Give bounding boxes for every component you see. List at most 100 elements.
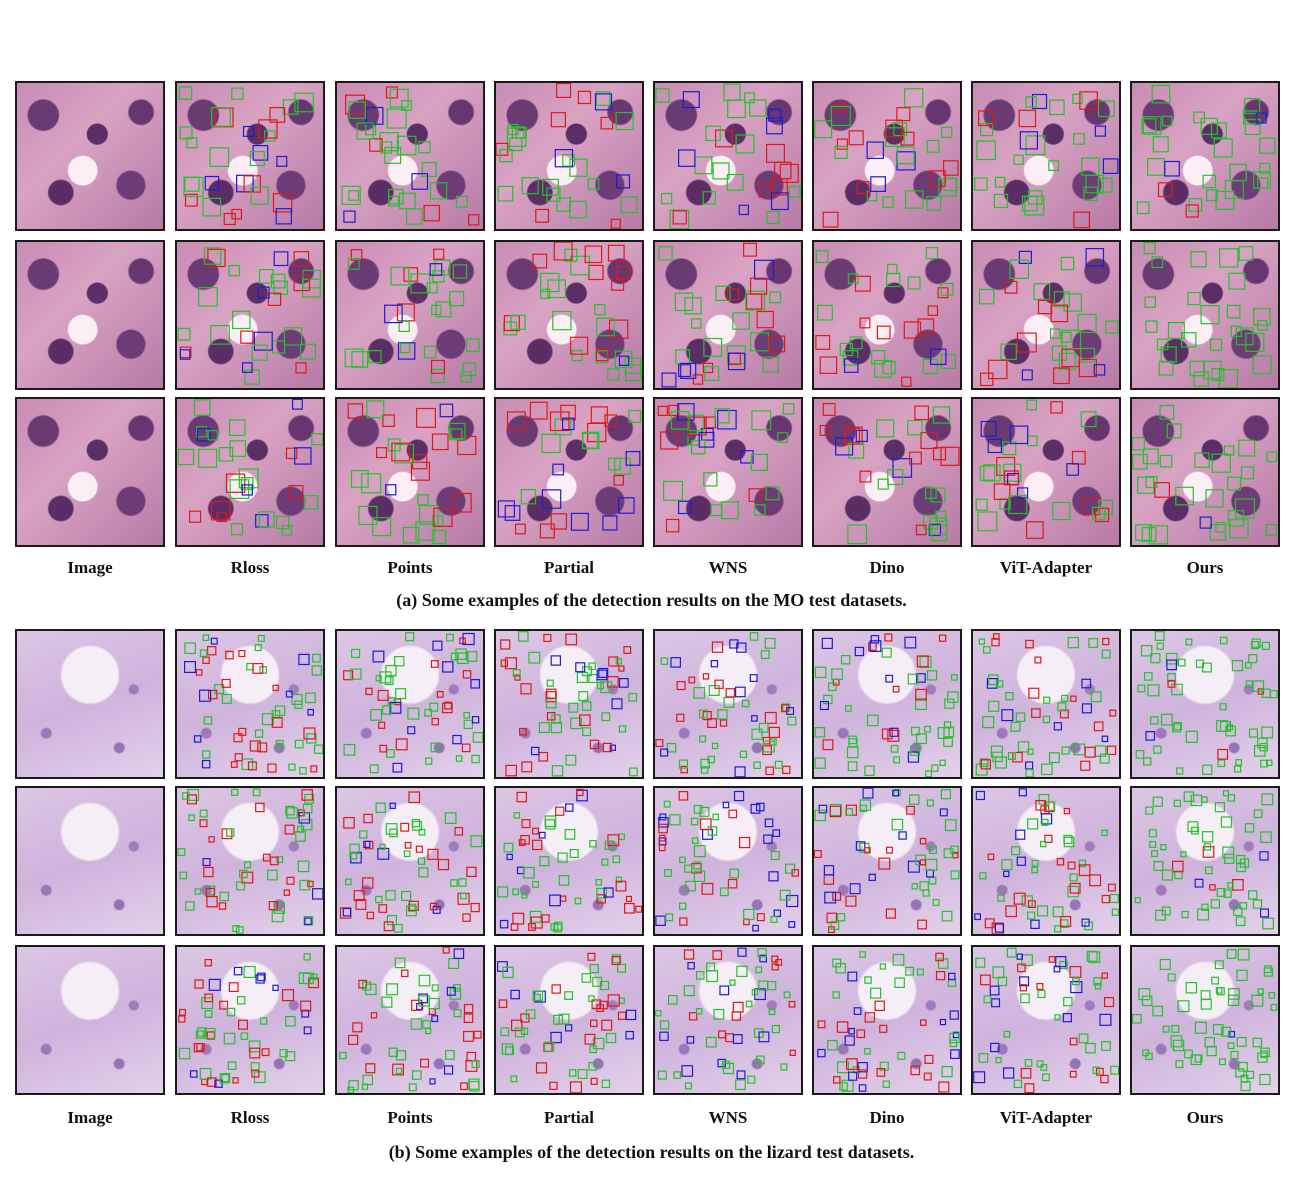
detection-box (502, 966, 514, 979)
detection-box (1185, 204, 1199, 218)
detection-box (658, 823, 669, 834)
detection-box (388, 195, 399, 207)
result-tile-panel_a-row3-points (335, 397, 485, 547)
detection-box (199, 819, 208, 828)
detection-box (758, 722, 769, 733)
detection-box (361, 473, 382, 494)
detection-box (207, 646, 217, 656)
detection-box (722, 1062, 735, 1075)
detection-box (693, 845, 706, 858)
detection-box (678, 364, 692, 378)
detection-box (184, 193, 198, 207)
detection-box (264, 130, 276, 142)
detection-box (847, 273, 859, 285)
detection-box (1153, 860, 1164, 871)
detection-box (903, 88, 924, 108)
detection-box (549, 1081, 558, 1091)
detection-box (1137, 476, 1155, 494)
detection-box (506, 411, 526, 431)
detection-box (1221, 1026, 1232, 1037)
detection-box (243, 861, 252, 869)
detection-box (1003, 463, 1022, 482)
detection-boxes (655, 790, 800, 932)
detection-box (618, 833, 625, 841)
detection-box (1011, 846, 1021, 856)
detection-box (267, 763, 277, 773)
detection-box (430, 368, 445, 384)
detection-boxes (974, 788, 1119, 934)
detection-box (914, 698, 927, 710)
result-tile-panel_b-row2-dino (812, 786, 962, 936)
detection-box (1024, 1058, 1033, 1067)
detection-box (698, 709, 708, 719)
detection-box (301, 789, 313, 801)
detection-box (885, 846, 893, 854)
detection-box (431, 529, 447, 545)
detection-box (932, 898, 940, 906)
detection-box (518, 631, 529, 642)
detection-box (285, 447, 298, 460)
detection-box (395, 1067, 403, 1075)
detection-box (462, 362, 477, 377)
detection-box (1160, 713, 1173, 726)
detection-box (1266, 451, 1278, 463)
detection-box (303, 494, 319, 510)
detection-box (541, 178, 559, 196)
detection-box (235, 926, 244, 934)
detection-box (385, 890, 396, 901)
detection-box (1044, 834, 1053, 843)
detection-box (188, 814, 195, 822)
detection-box (408, 1083, 417, 1092)
detection-box (984, 918, 995, 929)
detection-boxes (655, 632, 797, 777)
detection-box (882, 196, 894, 208)
detection-box (1172, 1039, 1185, 1052)
detection-box (395, 1050, 407, 1061)
detection-box (1061, 746, 1070, 755)
detection-box (1027, 190, 1043, 205)
detection-box (211, 107, 231, 127)
detection-box (561, 417, 575, 431)
detection-box (231, 87, 244, 100)
detection-box (1073, 133, 1085, 145)
detection-box (1268, 991, 1276, 999)
detection-box (302, 803, 313, 814)
detection-box (877, 478, 889, 490)
detection-box (348, 190, 359, 201)
detection-box (462, 632, 475, 646)
detection-box (693, 861, 702, 870)
detection-box (616, 963, 626, 973)
detection-box (1200, 305, 1220, 325)
detection-box (751, 728, 763, 740)
detection-box (382, 705, 392, 715)
detection-box (1060, 331, 1072, 343)
detection-box (1156, 642, 1164, 650)
detection-box (1098, 499, 1114, 515)
detection-box (400, 822, 410, 832)
detection-box (442, 661, 454, 673)
detection-box (836, 1021, 849, 1033)
detection-box (859, 317, 871, 329)
detection-box (298, 653, 310, 666)
detection-box (1151, 84, 1171, 104)
detection-box (431, 304, 442, 316)
detection-box (393, 923, 403, 933)
detection-box (418, 974, 431, 987)
detection-box (703, 337, 723, 357)
detection-box (389, 88, 409, 108)
column-label-rloss: Rloss (230, 1108, 270, 1127)
result-tile-panel_a-row1-points (335, 81, 485, 231)
detection-box (497, 185, 514, 202)
detection-box (990, 1042, 1000, 1053)
detection-box (565, 754, 577, 766)
detection-box (765, 117, 783, 135)
detection-box (499, 148, 513, 163)
detection-box (500, 639, 511, 650)
detection-box (543, 1041, 555, 1052)
detection-box (665, 518, 680, 533)
detection-box (729, 979, 736, 986)
detection-box (293, 251, 310, 267)
detection-box (1166, 423, 1182, 439)
detection-box (558, 1013, 570, 1025)
detection-box (1259, 137, 1276, 154)
